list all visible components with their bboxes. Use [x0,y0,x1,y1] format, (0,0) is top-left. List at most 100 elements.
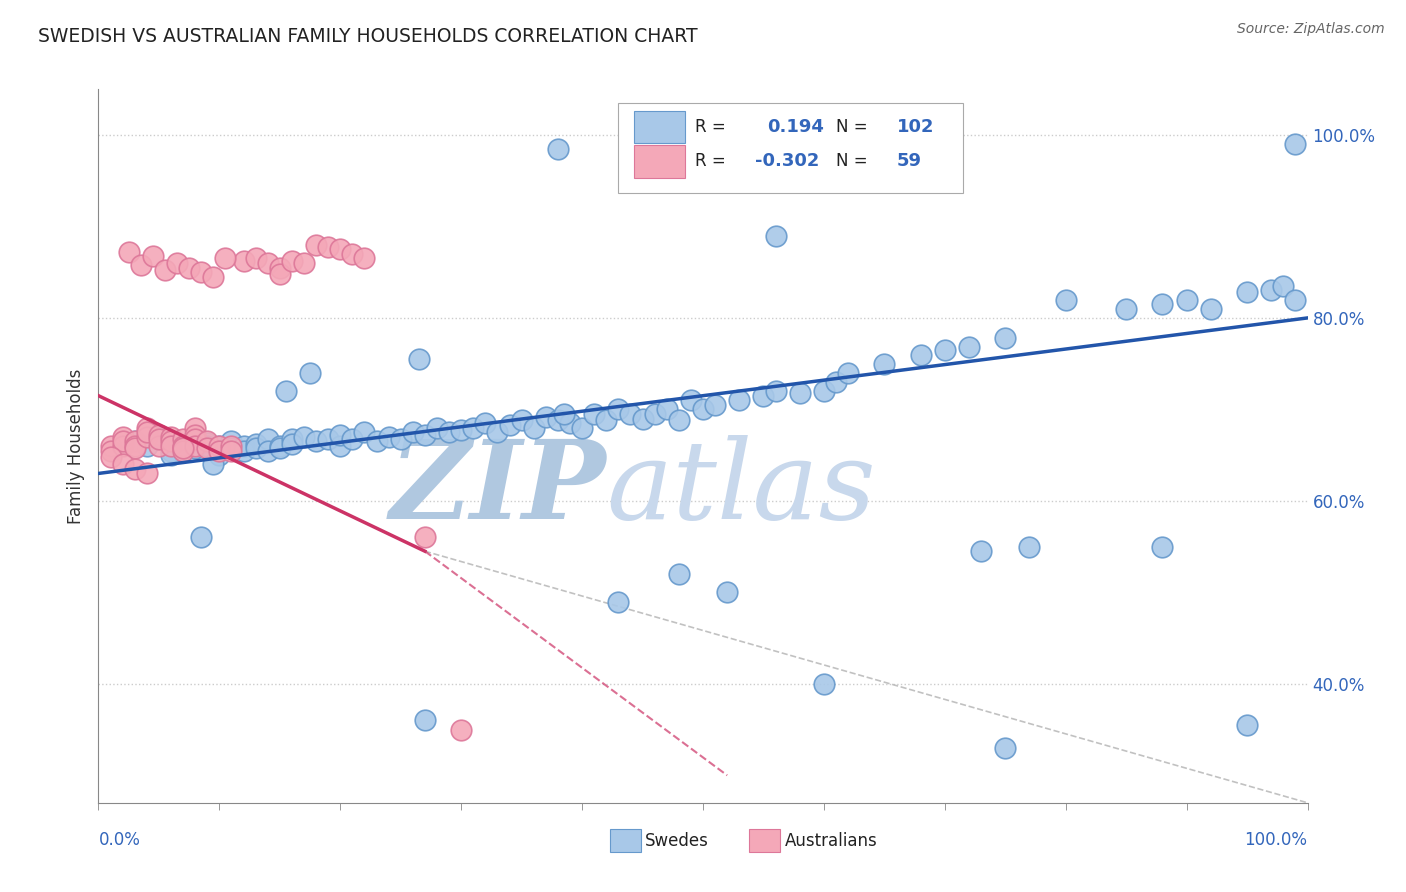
Text: SWEDISH VS AUSTRALIAN FAMILY HOUSEHOLDS CORRELATION CHART: SWEDISH VS AUSTRALIAN FAMILY HOUSEHOLDS … [38,28,697,46]
Point [269,267,291,281]
Point [426,420,449,434]
Point [129,258,152,272]
Y-axis label: Family Households: Family Households [67,368,86,524]
Point [413,428,436,442]
Point [195,439,218,453]
Point [195,436,218,450]
Point [202,269,225,284]
Point [595,413,617,427]
Point [631,411,654,425]
Point [437,425,460,440]
Point [148,428,170,442]
Point [124,441,146,455]
Text: 100.0%: 100.0% [1244,831,1308,849]
FancyBboxPatch shape [749,830,780,852]
Point [269,439,291,453]
Point [1260,284,1282,298]
Point [408,352,430,367]
Point [256,432,278,446]
Text: -0.302: -0.302 [755,153,820,170]
Point [172,441,194,455]
Point [172,443,194,458]
Point [148,432,170,446]
Point [148,439,170,453]
Point [825,375,848,389]
Text: Australians: Australians [785,831,877,849]
Point [571,420,593,434]
Point [202,458,225,472]
Point [232,439,254,453]
Point [413,714,436,728]
Point [679,393,702,408]
Point [837,366,859,380]
Point [221,439,243,453]
Point [208,443,231,458]
Text: ZIP: ZIP [389,435,606,542]
Point [184,439,207,453]
Point [329,439,352,453]
Point [668,567,690,582]
Point [1054,293,1077,307]
Point [148,430,170,444]
Point [970,544,993,558]
Point [547,142,569,156]
Point [184,420,207,434]
Point [655,402,678,417]
Point [305,237,328,252]
Point [910,347,932,361]
Text: N =: N = [837,118,868,136]
Point [1018,540,1040,554]
Point [607,402,630,417]
Point [789,386,811,401]
Point [221,443,243,458]
Point [305,434,328,449]
Point [607,594,630,608]
Point [100,450,122,464]
Point [111,434,134,449]
Point [190,265,212,279]
Point [172,441,194,455]
Point [553,407,575,421]
Point [118,245,141,260]
Point [583,407,606,421]
Point [208,439,231,453]
Point [619,407,641,421]
Point [208,448,231,462]
Point [124,439,146,453]
Point [1152,297,1174,311]
Point [873,357,896,371]
FancyBboxPatch shape [634,111,685,144]
Point [813,677,835,691]
Text: atlas: atlas [606,435,876,542]
Point [160,448,183,462]
Point [281,437,304,451]
Point [765,228,787,243]
Point [274,384,297,398]
Point [195,434,218,449]
Point [463,420,485,434]
Point [245,252,267,266]
Point [692,402,714,417]
Point [1284,137,1306,152]
Point [153,263,176,277]
Point [135,425,157,440]
Point [208,439,231,453]
Point [160,439,183,453]
Point [172,432,194,446]
Point [342,432,364,446]
Text: 59: 59 [897,153,921,170]
Point [184,434,207,449]
Text: 102: 102 [897,118,934,136]
Point [111,439,134,453]
Point [124,462,146,476]
Point [329,428,352,442]
Point [184,441,207,455]
Text: Swedes: Swedes [645,831,709,849]
Text: 0.194: 0.194 [768,118,824,136]
Point [232,254,254,268]
Point [111,458,134,472]
Point [1236,285,1258,300]
Point [124,434,146,449]
Point [957,340,980,354]
Point [486,425,509,440]
